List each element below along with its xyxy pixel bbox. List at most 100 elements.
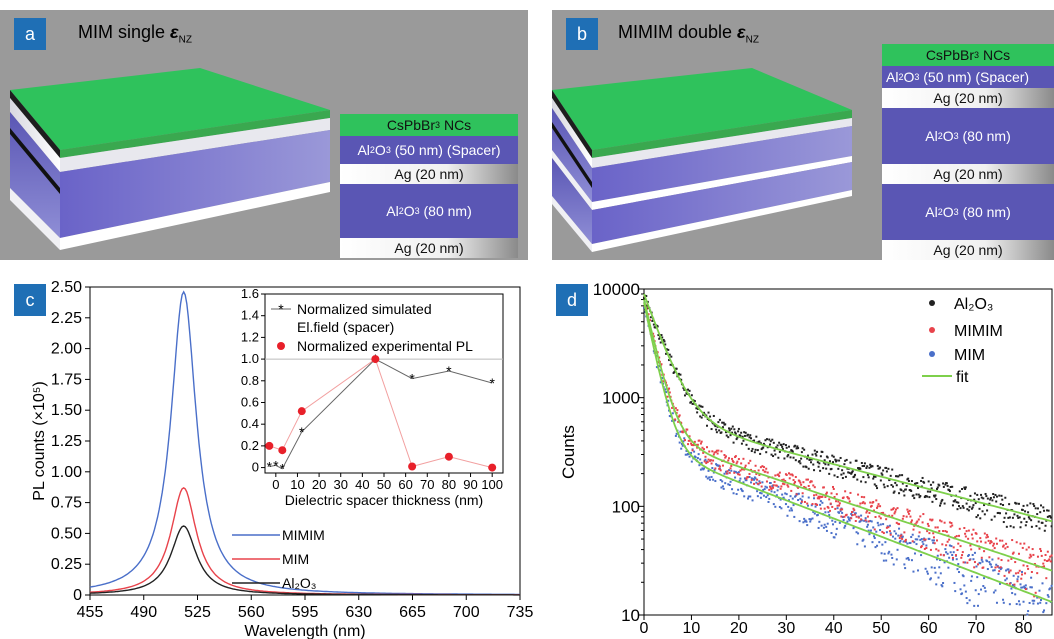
legend-label: fit [956,369,969,386]
legend-label: MIM [954,347,985,364]
inset-experimental-point [488,463,497,472]
inset-x-tick-label: 0 [272,477,279,492]
layer-al2o3-80: Al 2 O 3 (80 nm) [340,184,518,238]
legend-marker [929,351,935,357]
inset-x-tick-label: 60 [398,477,412,492]
layer-al2o3-spacer: Al 2 O 3 (50 nm) (Spacer) [882,66,1054,88]
series-points-mim [643,301,1053,616]
inset-y-tick-label: 1.4 [241,308,259,323]
inset-experimental-point [371,355,380,364]
x-tick-label: 560 [238,604,265,621]
inset-x-tick-label: 40 [355,477,369,492]
y-tick-label: 2.00 [51,341,82,358]
y-tick-label: 1.75 [51,371,82,388]
x-tick-label: 70 [967,620,985,637]
layer-ag-1: Ag (20 nm) [882,88,1054,108]
inset-x-tick-label: 20 [312,477,326,492]
legend-marker [929,327,935,333]
x-tick-label: 10 [683,620,701,637]
inset-y-tick-label: 1.0 [241,351,259,366]
panel-a-title: MIM single εNZ [78,22,192,46]
panel-b-tag: b [566,18,598,50]
inset-legend-marker [277,342,285,350]
y-tick-label: 0.25 [51,556,82,573]
mim-3d-stack [10,68,330,250]
inset-x-tick-label: 70 [420,477,434,492]
inset-x-tick-label: 10 [290,477,304,492]
inset-legend-label: El.field (spacer) [297,319,394,335]
x-tick-label: 665 [399,604,426,621]
y-axis-label: PL counts (×10⁵) [31,381,48,500]
legend-label: MIMIM [954,323,1003,340]
panel-d-tag: d [556,284,588,316]
layer-ag-3: Ag (20 nm) [882,240,1054,260]
inset-y-tick-label: 0.6 [241,394,259,409]
layer-al2o3-80-2: Al 2 O 3 (80 nm) [882,184,1054,240]
inset-simulated-point: * [280,461,286,477]
y-tick-label: 0 [73,587,82,604]
y-tick-label: 0.75 [51,495,82,512]
y-tick-label: 2.25 [51,310,82,327]
y-tick-label: 100 [612,497,640,516]
inset-y-tick-label: 0 [252,460,259,475]
y-tick-label: 2.50 [51,279,82,296]
x-tick-label: 0 [640,620,649,637]
legend-marker [929,300,935,306]
inset-legend-marker: * [278,301,284,317]
layer-ag-1: Ag (20 nm) [340,164,518,184]
panel-a-tag: a [14,18,46,50]
inset-experimental-point [444,452,453,461]
stack-top-face [10,68,330,150]
inset-experimental-point [278,446,287,455]
x-axis-label: Wavelength (nm) [244,623,365,639]
x-tick-label: 455 [77,604,104,621]
x-tick-label: 80 [1015,620,1033,637]
stack-top-face [552,68,852,150]
plot-frame [643,288,1053,616]
inset-experimental-point [297,407,306,416]
inset-simulated-point: * [489,375,495,391]
mimim-3d-stack [552,68,852,252]
inset-x-tick-label: 50 [377,477,391,492]
layer-al2o3-spacer: Al 2 O 3 (50 nm) (Spacer) [340,136,518,164]
x-tick-label: 595 [292,604,319,621]
fit-line-al2o3 [643,293,1053,523]
x-tick-label: 735 [507,604,534,621]
fit-line-mim [643,302,1053,603]
y-tick-label: 1.50 [51,402,82,419]
y-tick-label: 10 [621,606,640,625]
x-tick-label: 20 [730,620,748,637]
x-tick-label: 700 [453,604,480,621]
layer-cspbbr3: CsPbBr 3 NCs [340,114,518,136]
panel-b-title: MIMIM double εNZ [618,22,760,46]
panel-b: b MIMIM double εNZ CsPbBr 3 NCs Al 2 O 3 (50… [552,10,1054,260]
x-tick-label: 40 [825,620,843,637]
series-points-mimim [643,296,1053,599]
y-tick-label: 1.25 [51,433,82,450]
inset-y-tick-label: 0.4 [241,416,259,431]
inset-y-tick-label: 0.8 [241,373,259,388]
x-tick-label: 525 [184,604,211,621]
inset-x-tick-label: 90 [463,477,477,492]
x-tick-label: 50 [872,620,890,637]
x-tick-label: 490 [130,604,157,621]
pl-spectrum-chart: 455 490 525 560 595 630 665 700 73500.250.500.75… [31,279,534,639]
inset-simulated-point: * [273,457,279,473]
inset-simulated-point: * [409,371,415,387]
fit-line-mimim [643,299,1053,572]
x-tick-label: 630 [345,604,372,621]
inset-x-tick-label: 30 [333,477,347,492]
legend-label: MIMIM [282,527,325,543]
inset-x-tick-label: 80 [442,477,456,492]
inset-y-tick-label: 1.6 [241,286,259,301]
panel-c-tag: c [14,284,46,316]
layer-ag-2: Ag (20 nm) [882,164,1054,184]
legend-label: Al₂O₃ [282,575,316,591]
inset-experimental-point [265,441,274,450]
inset-simulated-point: * [299,424,305,440]
legend-label: MIM [282,551,309,567]
layer-al2o3-80-1: Al 2 O 3 (80 nm) [882,108,1054,164]
y-tick-label: 1.00 [51,464,82,481]
series-line-al2o3 [89,525,520,596]
inset-y-tick-label: 0.2 [241,438,259,453]
